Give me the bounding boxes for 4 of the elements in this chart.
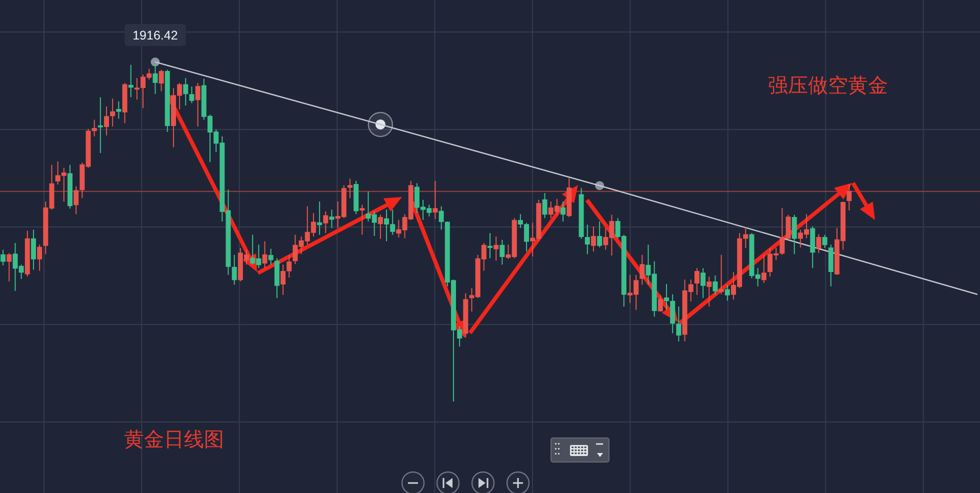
annotation: 强压做空黄金 — [768, 73, 888, 97]
annotation: 1916.42 — [132, 28, 178, 42]
value-label: 1916.42 — [124, 24, 186, 46]
annotation: 黄金日线图 — [124, 427, 224, 451]
